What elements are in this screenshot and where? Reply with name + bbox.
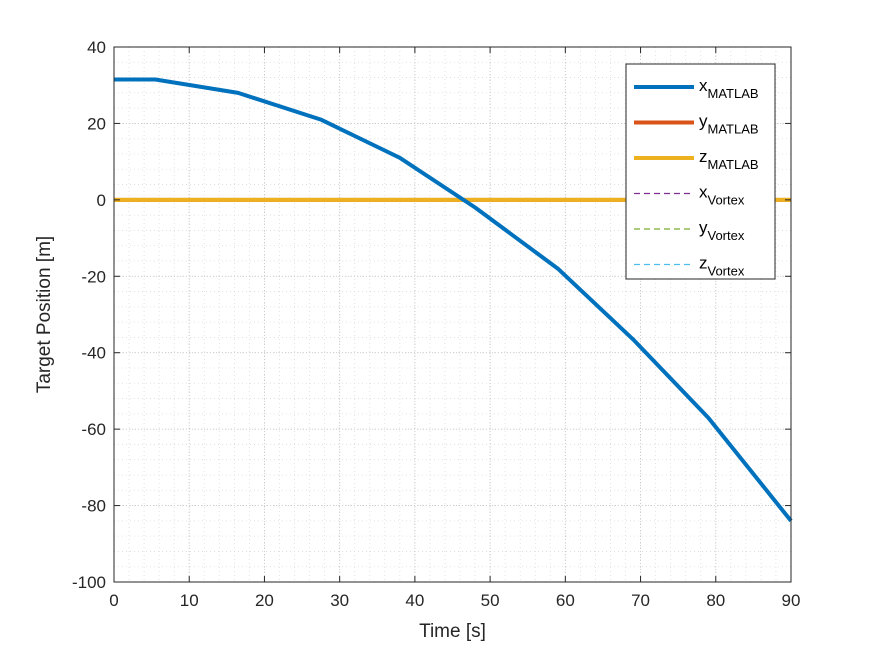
x-tick-label: 70 bbox=[631, 591, 650, 610]
y-tick-label: -60 bbox=[81, 420, 106, 439]
y-axis-label: Target Position [m] bbox=[34, 236, 55, 393]
y-tick-label: -100 bbox=[72, 573, 106, 592]
legend-box bbox=[625, 63, 776, 280]
y-tick-label: 40 bbox=[87, 38, 106, 57]
legend-label-z-matlab: zMATLAB bbox=[699, 147, 759, 172]
legend-label-y-matlab: yMATLAB bbox=[699, 112, 759, 137]
x-tick-label: 0 bbox=[109, 591, 118, 610]
x-tick-label: 40 bbox=[405, 591, 424, 610]
x-tick-label: 60 bbox=[556, 591, 575, 610]
legend-label-y-vortex: yVortex bbox=[699, 218, 745, 243]
x-tick-label: 80 bbox=[706, 591, 725, 610]
x-axis-label: Time [s] bbox=[419, 621, 486, 642]
x-axis-ticks: 0 10 20 30 40 50 60 70 80 90 bbox=[109, 47, 800, 610]
series-line-x-matlab bbox=[114, 77, 793, 523]
x-tick-label: 20 bbox=[255, 591, 274, 610]
y-tick-label: -20 bbox=[81, 267, 106, 286]
y-tick-label: 20 bbox=[87, 114, 106, 133]
y-axis-ticks: 40 20 0 -20 -40 -60 -80 -100 bbox=[72, 38, 791, 592]
legend: xMATLAB yMATLAB zMATLAB xVortex yVortex zVort… bbox=[625, 63, 776, 280]
y-tick-label: -40 bbox=[81, 344, 106, 363]
axes-box bbox=[113, 46, 792, 583]
y-tick-label: 0 bbox=[97, 191, 106, 210]
x-tick-label: 30 bbox=[330, 591, 349, 610]
x-tick-label: 90 bbox=[782, 591, 801, 610]
y-tick-label: -80 bbox=[81, 497, 106, 516]
x-tick-label: 10 bbox=[180, 591, 199, 610]
x-tick-label: 50 bbox=[481, 591, 500, 610]
legend-label-x-matlab: xMATLAB bbox=[699, 76, 759, 101]
legend-label-x-vortex: xVortex bbox=[699, 183, 745, 208]
legend-label-z-vortex: zVortex bbox=[699, 254, 745, 279]
